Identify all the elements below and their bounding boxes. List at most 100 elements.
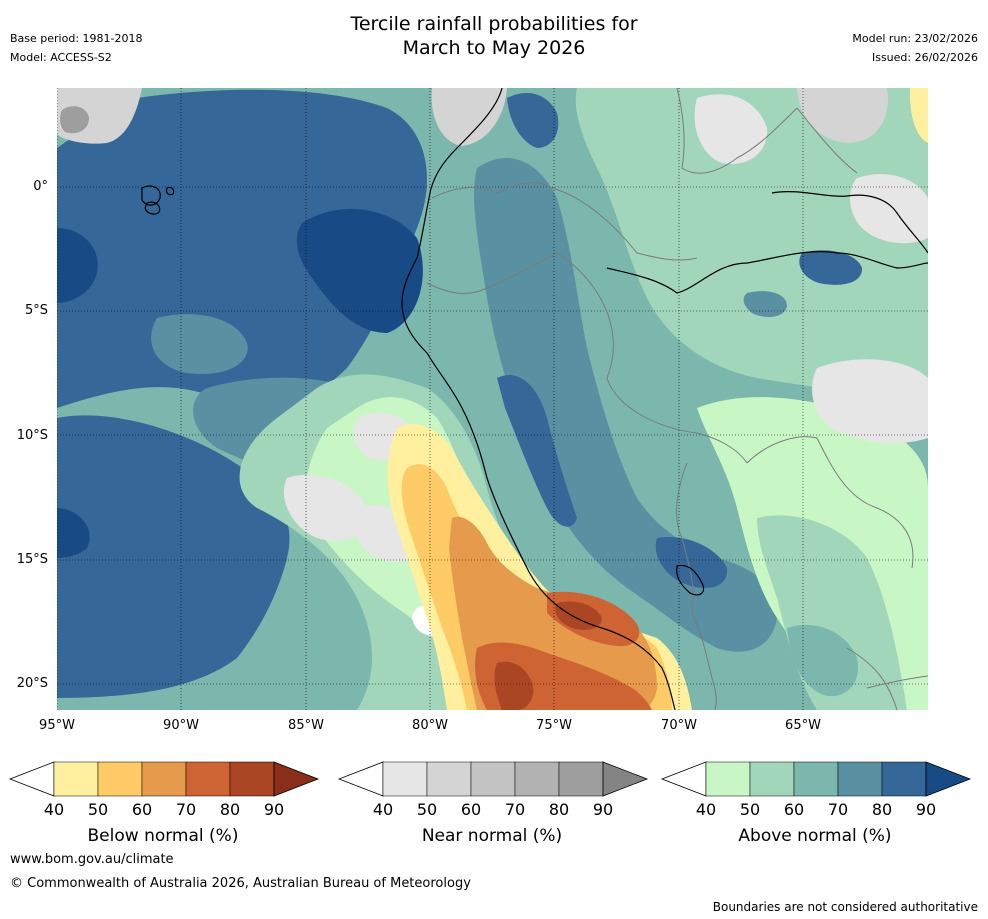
cb-above-swatch xyxy=(837,761,883,797)
region-east-grey-2 xyxy=(850,174,928,244)
cb-below-tick-90: 90 xyxy=(263,800,285,819)
region-andes-darkblue-3 xyxy=(655,537,728,588)
coast-galapagos-2 xyxy=(144,201,161,215)
model-run-text: Model run: 23/02/2026 xyxy=(852,32,978,45)
region-amazon-midblue xyxy=(743,291,787,318)
region-east-midblue xyxy=(787,624,858,697)
cb-near-lower-extend xyxy=(337,761,384,797)
cb-above-swatch xyxy=(793,761,839,797)
border-colombia-ecuador xyxy=(431,182,553,199)
title-line-2: March to May 2026 xyxy=(402,37,586,59)
model-text: Model: ACCESS-S2 xyxy=(10,51,112,64)
cb-above-tick-40: 40 xyxy=(695,800,717,819)
coast-amazon-north xyxy=(606,251,928,294)
lon-label-75w: 75°W xyxy=(536,718,572,733)
region-ocean-north-blue xyxy=(57,89,427,408)
lat-label-5s: 5°S xyxy=(24,303,48,318)
copyright-text: © Commonwealth of Australia 2026, Austra… xyxy=(10,876,471,891)
border-peru-bolivia xyxy=(676,462,694,614)
region-northeast-yellow xyxy=(909,88,928,143)
colorbar-below-label: Below normal (%) xyxy=(87,826,239,846)
lon-label-95w: 95°W xyxy=(39,718,75,733)
region-nw-grey-dark xyxy=(60,106,89,134)
colorbar-near-normal xyxy=(337,761,649,797)
coast-lake-titicaca xyxy=(676,564,705,596)
region-ocean-darkest-3 xyxy=(57,508,90,558)
country-borders xyxy=(426,88,928,710)
colorbar-above-normal xyxy=(660,761,972,797)
probability-field xyxy=(57,88,928,710)
cb-near-tick-60: 60 xyxy=(460,800,482,819)
cb-near-tick-70: 70 xyxy=(504,800,526,819)
coast-amazon-river xyxy=(771,190,928,254)
cb-above-swatch xyxy=(705,761,751,797)
issued-text: Issued: 26/02/2026 xyxy=(871,51,978,64)
lon-label-90w: 90°W xyxy=(163,718,199,733)
cb-near-swatch xyxy=(382,761,428,797)
cb-below-swatch xyxy=(97,761,143,797)
colorbar-near-label: Near normal (%) xyxy=(421,826,563,846)
cb-below-tick-50: 50 xyxy=(87,800,109,819)
cb-above-upper-extend xyxy=(925,761,972,797)
cb-below-swatch xyxy=(229,761,275,797)
cb-near-swatch xyxy=(470,761,516,797)
cb-near-swatch xyxy=(426,761,472,797)
coastlines xyxy=(141,88,928,710)
base-period-text: Base period: 1981-2018 xyxy=(10,32,143,45)
title-line-1: Tercile rainfall probabilities for xyxy=(350,13,638,35)
cb-above-tick-90: 90 xyxy=(915,800,937,819)
lon-label-65w: 65°W xyxy=(785,718,821,733)
cb-below-tick-70: 70 xyxy=(175,800,197,819)
border-argentina xyxy=(866,675,928,689)
region-andes-blue xyxy=(474,158,777,652)
region-andes-darkblue-2 xyxy=(497,374,577,527)
cb-near-swatch xyxy=(558,761,604,797)
cb-near-tick-50: 50 xyxy=(416,800,438,819)
cb-below-lower-extend xyxy=(8,761,55,797)
lat-label-20s: 20°S xyxy=(16,676,48,691)
cb-near-tick-80: 80 xyxy=(548,800,570,819)
cb-near-tick-90: 90 xyxy=(592,800,614,819)
cb-below-swatch xyxy=(53,761,99,797)
region-ocean-darkest-2 xyxy=(57,228,98,303)
region-ocean-darkest-1 xyxy=(296,208,423,333)
website-link[interactable]: www.bom.gov.au/climate xyxy=(10,852,174,867)
cb-above-swatch xyxy=(749,761,795,797)
region-grey-2 xyxy=(283,474,368,542)
region-below-80-90-b xyxy=(555,601,602,630)
graticule xyxy=(57,88,928,710)
lon-label-80w: 80°W xyxy=(412,718,448,733)
colorbar-below-normal xyxy=(8,761,320,797)
region-below-80-90 xyxy=(494,661,534,710)
colorbar-above-label: Above normal (%) xyxy=(738,826,892,846)
region-amazon-darkblue xyxy=(799,250,863,285)
disclaimer-text: Boundaries are not considered authoritat… xyxy=(712,900,978,914)
cb-below-swatch xyxy=(141,761,187,797)
region-north-grey xyxy=(431,88,507,146)
coast-west-south-america xyxy=(401,88,676,710)
border-colombia-brazil xyxy=(551,187,698,261)
colorbars xyxy=(8,761,972,797)
lat-label-15s: 15°S xyxy=(16,552,48,567)
coast-galapagos-3 xyxy=(165,186,175,196)
border-ecuador-peru xyxy=(426,252,558,294)
cb-above-tick-70: 70 xyxy=(827,800,849,819)
cb-above-tick-60: 60 xyxy=(783,800,805,819)
cb-below-swatch xyxy=(185,761,231,797)
lon-label-70w: 70°W xyxy=(661,718,697,733)
cb-above-tick-80: 80 xyxy=(871,800,893,819)
cb-above-tick-50: 50 xyxy=(739,800,761,819)
region-andes-darkblue xyxy=(507,93,559,148)
lon-label-85w: 85°W xyxy=(288,718,324,733)
region-east-green xyxy=(757,515,907,710)
cb-above-swatch xyxy=(881,761,927,797)
cb-near-tick-40: 40 xyxy=(372,800,394,819)
coast-galapagos-1 xyxy=(141,185,161,206)
region-northeast-grey xyxy=(694,94,768,164)
border-venezuela xyxy=(676,88,798,174)
border-bolivia-chile xyxy=(691,612,717,710)
region-east-grey xyxy=(812,359,928,444)
region-north-green xyxy=(575,88,928,393)
cb-below-upper-extend xyxy=(273,761,320,797)
cb-below-tick-80: 80 xyxy=(219,800,241,819)
